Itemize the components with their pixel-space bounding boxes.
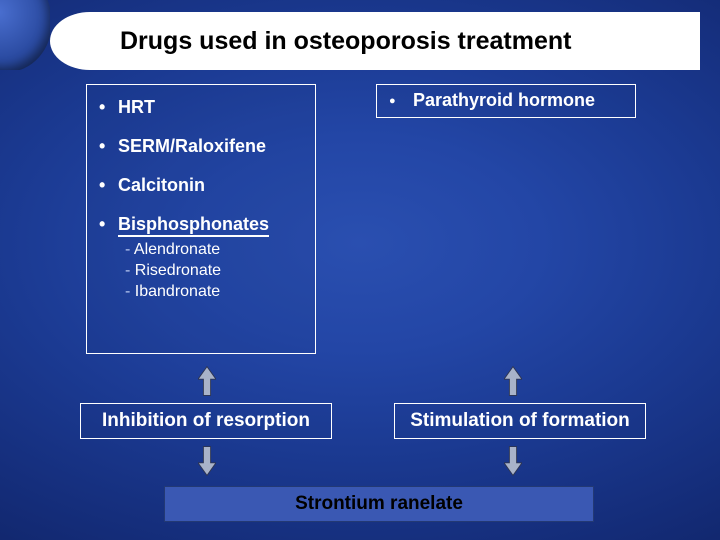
sublist-item: - Alendronate [125,241,307,259]
list-item-label: Calcitonin [118,175,205,195]
bullet-icon: • [99,97,113,118]
arrow-up-icon [504,366,522,396]
list-item: • Calcitonin [99,175,307,196]
label-strontium: Strontium ranelate [164,486,594,522]
list-item-label: HRT [118,97,155,117]
sublist-item-label: Ibandronate [135,283,220,300]
sublist-item: - Ibandronate [125,283,307,301]
title-container: Drugs used in osteoporosis treatment [90,12,700,70]
list-item: • HRT [99,97,307,118]
bullet-icon: • [99,214,113,235]
sublist: - Alendronate - Risedronate - Ibandronat… [99,241,307,301]
list-item: • SERM/Raloxifene [99,136,307,157]
arrow-up-icon [198,366,216,396]
list-item-label: SERM/Raloxifene [118,136,266,156]
bullet-icon: ● [389,95,403,107]
label-text: Stimulation of formation [410,410,630,431]
list-item: • Bisphosphonates - Alendronate - Risedr… [99,214,307,301]
list-item-label: Parathyroid hormone [413,90,595,110]
label-stimulation: Stimulation of formation [394,403,646,439]
label-inhibition: Inhibition of resorption [80,403,332,439]
sublist-item: - Risedronate [125,262,307,280]
list-item-label: Bisphosphonates [118,214,269,237]
sublist-item-label: Risedronate [135,262,221,279]
arrow-down-icon [198,446,216,476]
left-drug-list: • HRT • SERM/Raloxifene • Calcitonin • B… [86,84,316,354]
label-text: Inhibition of resorption [102,410,310,431]
bullet-icon: • [99,175,113,196]
label-text: Strontium ranelate [295,493,463,514]
corner-ornament [0,0,50,70]
slide: Drugs used in osteoporosis treatment • H… [0,0,720,540]
slide-title: Drugs used in osteoporosis treatment [120,27,571,56]
arrow-down-icon [504,446,522,476]
bullet-icon: • [99,136,113,157]
sublist-item-label: Alendronate [134,241,220,258]
right-drug-list: ● Parathyroid hormone [376,84,636,118]
